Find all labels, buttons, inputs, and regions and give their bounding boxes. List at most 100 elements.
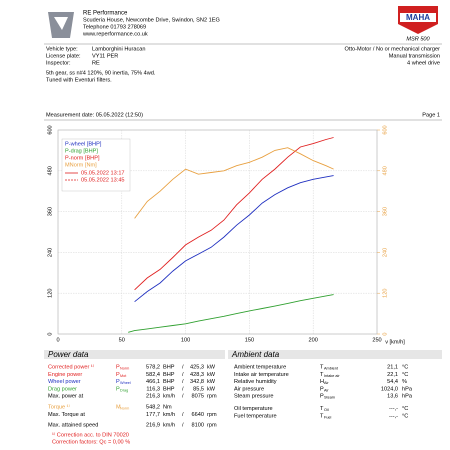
value: 21,1 (387, 364, 398, 370)
unit: kW (207, 379, 216, 385)
section-title: Ambient data (231, 350, 280, 359)
unit: Nm (163, 404, 172, 410)
y2-tick-label: 0 (382, 332, 388, 335)
unit: hPa (402, 394, 413, 400)
legend-entry: P-wheel [BHP] (65, 141, 102, 147)
unit: rpm (207, 394, 217, 400)
value: ---,- (389, 413, 398, 419)
unit: BHP (163, 372, 175, 378)
value: 428,3 (190, 372, 204, 378)
x-tick-label: 0 (56, 337, 59, 343)
re-logo (48, 12, 74, 38)
value: 22,1 (387, 372, 398, 378)
value: 85,5 (193, 386, 204, 392)
y2-tick-label: 480 (382, 166, 388, 175)
symbol-sub: Air (324, 381, 329, 385)
value: 6640 (192, 412, 204, 418)
value: 548,2 (146, 404, 160, 410)
value: 216,3 (146, 394, 160, 400)
unit: °C (402, 364, 408, 370)
symbol-sub: Wheel (120, 381, 131, 385)
value: 425,3 (190, 364, 204, 370)
unit: km/h (163, 423, 175, 429)
row-label: Wheel power (48, 379, 81, 385)
value: 177,7 (146, 412, 160, 418)
unit: °C (402, 406, 408, 412)
unit: °C (402, 372, 408, 378)
symbol: T (320, 364, 324, 370)
row-label: Fuel temperature (234, 413, 277, 419)
separator: / (182, 412, 184, 418)
value: 342,8 (190, 379, 204, 385)
symbol-sub: Norm (120, 407, 129, 411)
series-line (134, 137, 334, 291)
measurement-date: Measurement date: 05.05.2022 (12:50) (46, 112, 143, 118)
row-label: Relative humidity (234, 379, 277, 385)
unit: BHP (163, 379, 175, 385)
address-line: Scuderia House, Newcombe Drive, Swindon,… (83, 17, 220, 23)
y2-tick-label: 120 (382, 289, 388, 298)
row-label: Engine power (48, 372, 82, 378)
legend-run: 05.05.2022 13:45 (81, 177, 125, 183)
row-label: Oil temperature (234, 406, 273, 412)
unit: kW (207, 372, 216, 378)
separator: / (182, 364, 184, 370)
symbol-sub: Air (324, 388, 329, 392)
footnote: ¹⁾ Correction acc. to DIN 70020 (52, 431, 129, 438)
value: 1024,0 (381, 386, 398, 392)
field-label: Inspector: (46, 60, 71, 66)
separator: / (182, 423, 184, 429)
field-value: Lamborghini Huracan (92, 46, 145, 52)
symbol-sub: Fuel (324, 415, 332, 419)
x-tick-label: 100 (181, 337, 190, 343)
row-label: Steam pressure (234, 394, 273, 400)
symbol: P (320, 394, 324, 400)
legend-entry: P-norm [BHP] (65, 155, 100, 161)
symbol: T (320, 413, 324, 419)
row-label: Max. power at (48, 394, 84, 400)
symbol-sub: Drag (120, 388, 128, 392)
y-tick-label: 480 (47, 166, 53, 175)
section-title: Power data (48, 350, 89, 359)
vehicle-spec: Manual transmission (389, 53, 440, 59)
symbol: P (116, 386, 120, 392)
y2-tick-label: 600 (382, 125, 388, 134)
row-label: Torque ¹⁾ (48, 403, 71, 410)
field-label: Vehicle type: (46, 46, 78, 52)
series-line (128, 294, 334, 333)
x-tick-label: 50 (119, 337, 125, 343)
symbol-sub: Mot (120, 374, 127, 378)
unit: hPa (402, 386, 413, 392)
ambient-header (228, 350, 442, 359)
symbol-sub: Intake air (324, 374, 340, 378)
y-tick-label: 600 (47, 125, 53, 134)
unit: rpm (207, 412, 217, 418)
y-tick-label: 0 (47, 332, 53, 335)
symbol: P (116, 364, 120, 370)
symbol: T (320, 372, 324, 378)
row-label: Corrected power ¹⁾ (48, 363, 95, 370)
power-header (44, 350, 225, 359)
x-tick-label: 200 (309, 337, 318, 343)
separator: / (182, 386, 184, 392)
value: 216,9 (146, 423, 160, 429)
unit: °C (402, 413, 408, 419)
x-tick-label: 150 (245, 337, 254, 343)
value: ---,- (389, 406, 398, 412)
value: 8075 (192, 394, 204, 400)
row-label: Drag power (48, 386, 77, 392)
symbol: P (116, 372, 120, 378)
symbol: P (116, 379, 120, 385)
legend-run: 05.05.2022 13:17 (81, 170, 125, 176)
separator: / (182, 379, 184, 385)
legend-entry: MNorm [Nm] (65, 162, 97, 168)
separator: / (182, 394, 184, 400)
unit: % (402, 379, 407, 385)
unit: kW (207, 386, 216, 392)
value: 116,3 (146, 386, 160, 392)
symbol: H (320, 379, 324, 385)
symbol: T (320, 406, 324, 412)
row-label: Air pressure (234, 386, 264, 392)
row-label: Ambient temperature (234, 364, 286, 370)
